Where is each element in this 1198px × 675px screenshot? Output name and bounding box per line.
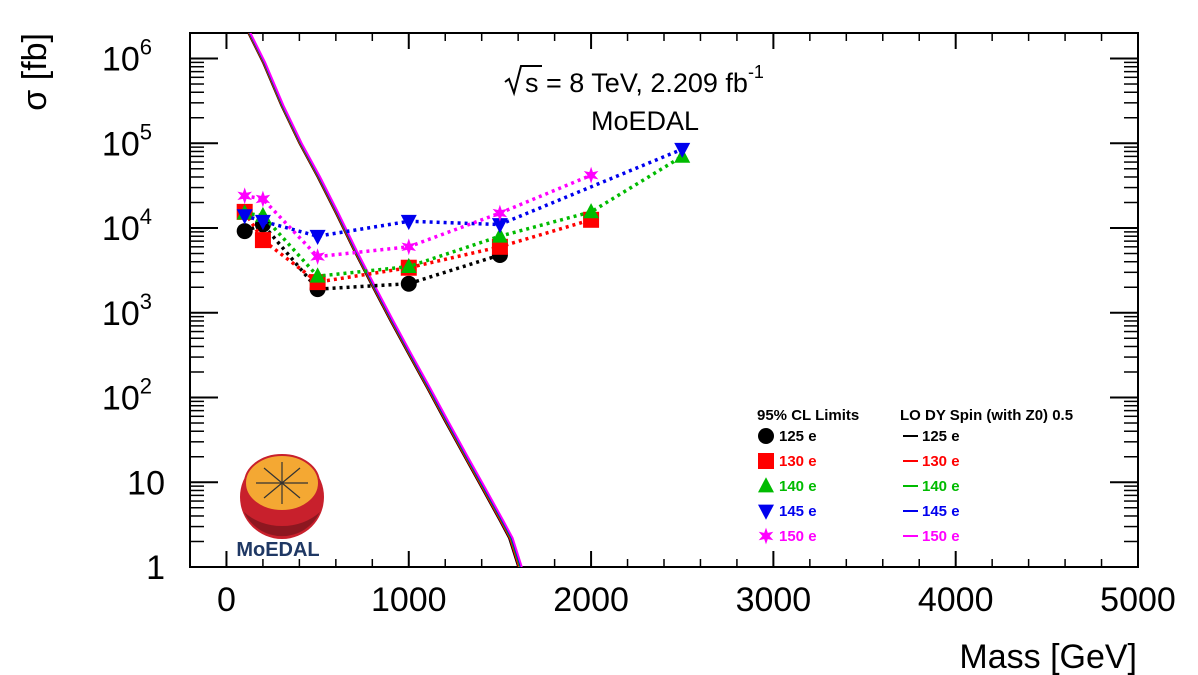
logo-shadow [244,512,320,537]
limit-line-140-e [244,154,684,279]
limit-point-130-e [491,238,508,255]
legend-limit-label-130-e: 130 e [779,453,817,470]
logo-arrows-icon [256,462,308,504]
energy-annotation: s = 8 TeV, 2.209 fb-1 [504,62,764,98]
svg-text:s = 8 TeV, 2.209 fb-1: s = 8 TeV, 2.209 fb-1 [525,62,764,98]
legend-theory-header: LO DY Spin (with Z0) 0.5 [900,407,1073,424]
y-tick-label: 106 [102,35,152,79]
legend-theory-label-145-e: 145 e [922,503,960,520]
limit-point-150-e [401,238,416,256]
legend-marker-140-e [758,477,774,493]
y-axis-title: σ [fb] [16,33,54,111]
limit-point-125-e [400,275,417,292]
legend-theory-label-150-e: 150 e [922,528,960,545]
limit-line-130-e [243,210,592,284]
limit-line-150-e [244,173,592,259]
x-tick-label: 0 [217,581,236,619]
limit-point-150-e [237,187,252,205]
legend: 95% CL Limits LO DY Spin (with Z0) 0.5 1… [757,407,1073,545]
energy-exp: -1 [748,62,764,82]
moedal-logo: MoEDAL [236,454,324,561]
legend-limit-label-150-e: 150 e [779,528,817,545]
limit-point-145-e [491,218,508,234]
x-tick-label: 5000 [1100,581,1176,619]
legend-limit-label-125-e: 125 e [779,428,817,445]
limit-point-140-e [400,257,417,274]
limit-point-145-e [236,209,253,225]
limit-point-150-e [492,204,508,222]
limit-point-140-e [309,267,326,283]
limit-point-150-e [255,190,271,208]
limit-point-125-e [236,223,253,240]
y-tick-label: 10 [127,464,165,502]
limit-point-145-e [674,142,691,159]
legend-marker-130-e [758,453,774,469]
limit-point-140-e [491,227,508,243]
limit-point-145-e [309,229,326,246]
limit-point-130-e [254,232,271,249]
legend-limit-label-145-e: 145 e [779,503,817,520]
y-axis-ticks: 1 10 102 103 104 105 106 [102,32,1138,587]
logo-text: MoEDAL [236,539,319,561]
x-axis-title: Mass [GeV] [959,638,1137,675]
limit-point-150-e [583,166,599,184]
x-tick-label: 1000 [371,581,447,619]
legend-theory-label-140-e: 140 e [922,478,960,495]
legend-limit-label-140-e: 140 e [779,478,817,495]
sqrt-symbol [504,65,542,97]
legend-marker-125-e [758,428,774,444]
limit-point-150-e [310,248,325,265]
limit-point-145-e [254,214,271,231]
limit-point-140-e [583,203,600,219]
legend-theory-label-125-e: 125 e [922,428,960,445]
limit-point-145-e [400,214,417,231]
x-axis-ticks: 0 1000 2000 3000 4000 5000 [189,33,1176,619]
energy-text: s = 8 TeV, 2.209 fb [525,68,748,98]
y-tick-label: 105 [102,119,152,163]
x-tick-label: 4000 [918,581,994,619]
legend-theory-label-130-e: 130 e [922,453,960,470]
theory-curve-150-e [249,33,523,567]
y-tick-label: 103 [102,289,152,333]
limit-series [236,142,691,298]
experiment-label: MoEDAL [591,106,699,136]
x-tick-label: 2000 [553,581,629,619]
y-tick-label: 1 [146,549,165,587]
y-tick-label: 102 [102,374,152,418]
legend-marker-145-e [758,504,774,520]
y-tick-label: 104 [102,204,152,248]
legend-limits-header: 95% CL Limits [757,407,859,424]
x-tick-label: 3000 [736,581,812,619]
theory-curves [247,33,523,567]
legend-marker-150-e [758,527,774,545]
